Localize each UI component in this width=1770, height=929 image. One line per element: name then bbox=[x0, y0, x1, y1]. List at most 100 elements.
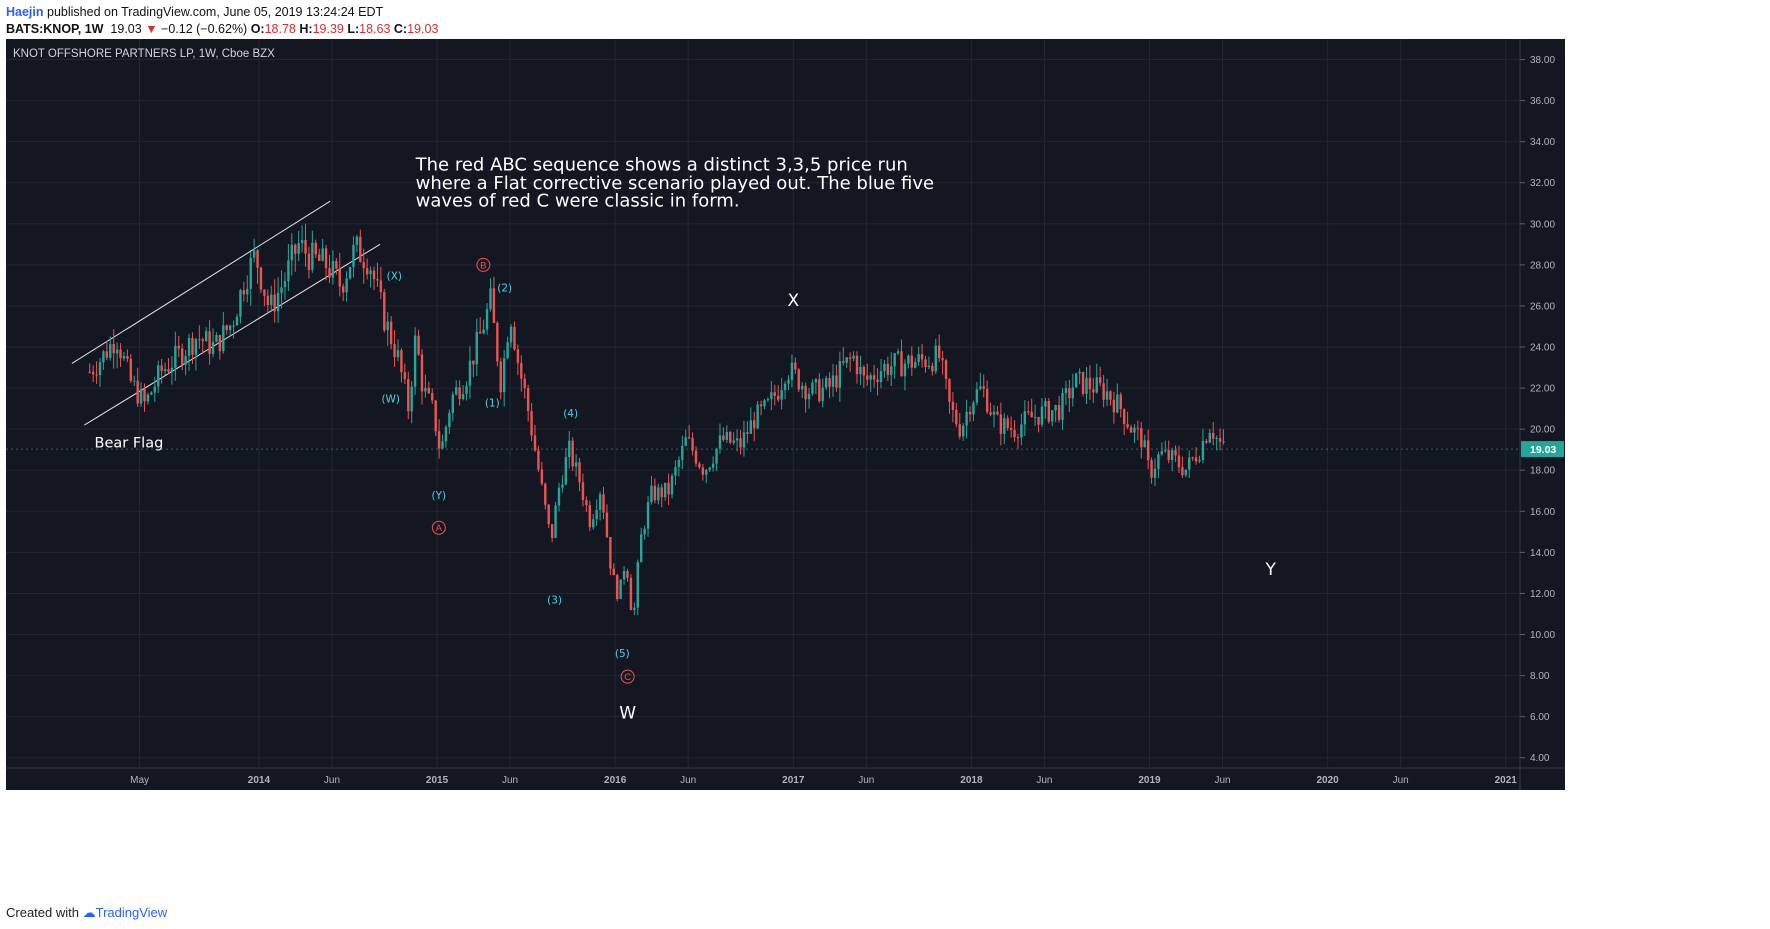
candle-body bbox=[259, 267, 263, 290]
candle-body bbox=[530, 411, 533, 436]
candle-body bbox=[283, 281, 287, 288]
candle-body bbox=[667, 482, 670, 495]
candle-body bbox=[365, 268, 369, 275]
candle-body bbox=[1006, 418, 1009, 428]
candle-body bbox=[263, 289, 266, 296]
candle-body bbox=[475, 331, 478, 365]
high-label: H: bbox=[299, 22, 313, 36]
candle-body bbox=[341, 286, 345, 293]
candle-body bbox=[1092, 389, 1095, 393]
candle-body bbox=[1102, 383, 1105, 400]
candle-body bbox=[1095, 377, 1098, 393]
candle-body bbox=[407, 379, 410, 412]
y-tick-label: 6.00 bbox=[1530, 712, 1550, 723]
candle-body bbox=[1119, 394, 1122, 410]
annotation-note: where a Flat corrective scenario played … bbox=[416, 173, 934, 194]
candle-body bbox=[722, 435, 725, 440]
candle-body bbox=[122, 356, 126, 359]
candle-body bbox=[1143, 440, 1146, 448]
annotation-blue: (1) bbox=[485, 398, 500, 410]
candle-body bbox=[797, 369, 800, 390]
candle-body bbox=[509, 326, 513, 343]
candle-body bbox=[705, 470, 708, 475]
candle-body bbox=[526, 388, 530, 412]
publish-line: Haejin published on TradingView.com, Jun… bbox=[6, 4, 438, 21]
wave-circle-b bbox=[476, 257, 491, 272]
candle-body bbox=[174, 345, 177, 368]
candle-body bbox=[338, 268, 341, 287]
candle-body bbox=[420, 354, 424, 392]
x-tick-label: 2014 bbox=[248, 775, 271, 786]
last-price: 19.03 bbox=[110, 22, 142, 36]
candle-body bbox=[1085, 377, 1088, 394]
author-link[interactable]: Haejin bbox=[6, 5, 44, 19]
candle-body bbox=[1222, 441, 1225, 443]
y-tick-label: 34.00 bbox=[1530, 137, 1555, 148]
last-price-badge bbox=[1521, 441, 1564, 458]
candle-body bbox=[1016, 437, 1020, 439]
candle-body bbox=[578, 462, 581, 483]
candle-body bbox=[413, 335, 417, 387]
candle-body bbox=[119, 349, 122, 359]
candle-body bbox=[328, 268, 331, 278]
x-tick-label: Jun bbox=[1036, 775, 1052, 786]
candle-body bbox=[485, 309, 489, 330]
candle-body bbox=[1146, 440, 1150, 461]
tradingview-brand[interactable]: TradingView bbox=[95, 905, 168, 920]
candle-body bbox=[444, 426, 448, 442]
candle-body bbox=[924, 359, 927, 368]
candle-body bbox=[1088, 377, 1092, 390]
candle-body bbox=[91, 371, 95, 375]
candle-body bbox=[554, 505, 557, 538]
candle-body bbox=[968, 411, 972, 415]
x-tick-label: May bbox=[130, 775, 149, 786]
candle-body bbox=[598, 494, 602, 510]
candle-body bbox=[629, 577, 633, 611]
candle-body bbox=[98, 362, 102, 376]
candle-body bbox=[533, 435, 537, 451]
x-tick-label: Jun bbox=[502, 775, 518, 786]
candle-body bbox=[167, 369, 170, 372]
candle-body bbox=[920, 354, 924, 360]
candle-body bbox=[492, 288, 496, 323]
x-tick-label: Jun bbox=[858, 775, 874, 786]
y-tick-label: 28.00 bbox=[1530, 260, 1555, 271]
wave-circle-c bbox=[620, 669, 635, 684]
candle-body bbox=[903, 363, 907, 377]
candle-body bbox=[287, 260, 290, 282]
candle-body bbox=[1078, 371, 1081, 374]
candle-body bbox=[191, 337, 194, 355]
candle-body bbox=[204, 331, 208, 342]
candle-body bbox=[1167, 450, 1170, 460]
y-tick-label: 24.00 bbox=[1530, 343, 1555, 354]
candle-body bbox=[115, 349, 119, 354]
candle-body bbox=[468, 360, 472, 386]
candle-body bbox=[441, 441, 444, 449]
candle-body bbox=[818, 379, 821, 402]
low-label: L: bbox=[347, 22, 360, 36]
candle-body bbox=[824, 378, 828, 388]
candle-body bbox=[201, 339, 204, 342]
wave-label-b: B bbox=[480, 260, 486, 271]
candle-body bbox=[540, 469, 544, 484]
y-tick-label: 8.00 bbox=[1530, 671, 1550, 682]
x-tick-label: 2018 bbox=[960, 775, 983, 786]
candle-body bbox=[777, 395, 780, 400]
chart-background bbox=[6, 39, 1565, 790]
candle-body bbox=[852, 355, 855, 359]
annotation-note: The red ABC sequence shows a distinct 3,… bbox=[415, 154, 908, 175]
candle-body bbox=[105, 351, 109, 358]
candle-body bbox=[1129, 427, 1133, 433]
candle-body bbox=[1051, 410, 1054, 422]
candle-body bbox=[379, 280, 383, 293]
candle-body bbox=[157, 365, 160, 387]
candle-body bbox=[1122, 409, 1126, 425]
candle-body bbox=[396, 350, 400, 358]
candle-body bbox=[835, 375, 838, 388]
close-label: C: bbox=[393, 22, 408, 36]
candle-body bbox=[403, 372, 407, 380]
candle-body bbox=[290, 244, 294, 261]
candle-body bbox=[547, 504, 550, 525]
candle-body bbox=[985, 388, 989, 413]
